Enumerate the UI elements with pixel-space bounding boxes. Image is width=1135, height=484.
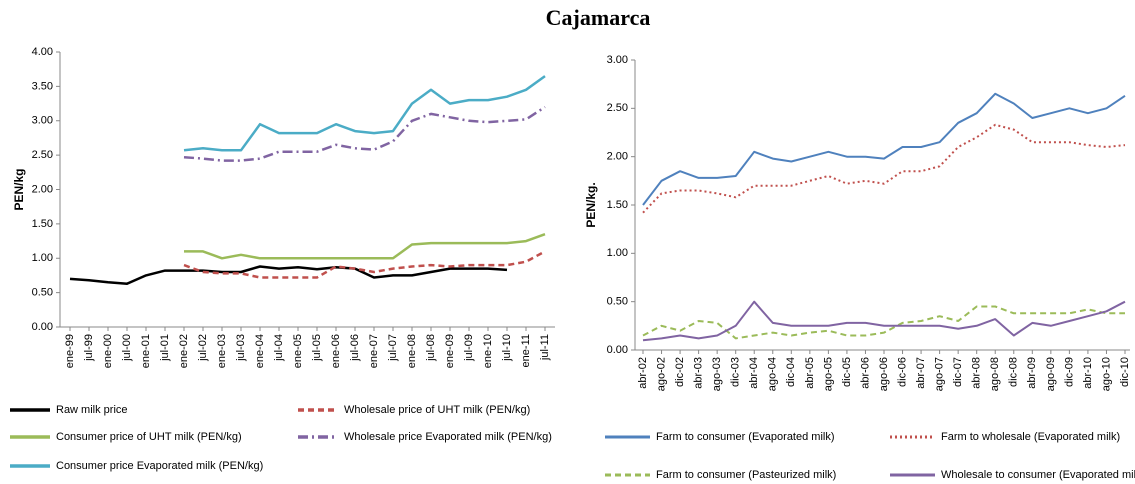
x-tick-label: ago-05 bbox=[822, 357, 834, 391]
x-tick-label: ene-00 bbox=[102, 334, 114, 368]
x-tick-label: jul-08 bbox=[425, 334, 437, 362]
x-tick-label: ago-09 bbox=[1045, 357, 1057, 391]
figure-title: Cajamarca bbox=[546, 5, 651, 30]
x-tick-label: abr-03 bbox=[693, 357, 705, 389]
y-tick-label: 0.50 bbox=[32, 287, 53, 299]
x-tick-label: ene-07 bbox=[368, 334, 380, 368]
x-tick-label: jul-07 bbox=[387, 334, 399, 362]
y-tick-label: 0.00 bbox=[32, 321, 53, 333]
series-line bbox=[184, 233, 546, 260]
x-tick-label: abr-05 bbox=[804, 357, 816, 389]
x-tick-label: ene-99 bbox=[64, 334, 76, 368]
y-tick-label: 1.50 bbox=[32, 218, 53, 230]
x-tick-label: abr-09 bbox=[1026, 357, 1038, 389]
legend-label: Consumer price of UHT milk (PEN/kg) bbox=[56, 431, 242, 443]
x-tick-label: jul-04 bbox=[273, 334, 285, 362]
y-tick-label: 3.00 bbox=[607, 54, 628, 66]
x-tick-label: dic-09 bbox=[1063, 357, 1075, 387]
series-line bbox=[642, 300, 1126, 342]
y-tick-label: 2.00 bbox=[32, 183, 53, 195]
x-tick-label: ene-04 bbox=[254, 334, 266, 368]
x-tick-label: ago-07 bbox=[934, 357, 946, 391]
series-line bbox=[642, 123, 1126, 214]
x-tick-label: ago-10 bbox=[1100, 357, 1112, 391]
legend-label: Farm to consumer (Pasteurized milk) bbox=[656, 469, 836, 481]
x-tick-label: jul-01 bbox=[159, 334, 171, 362]
x-tick-label: abr-08 bbox=[971, 357, 983, 389]
x-tick-label: abr-06 bbox=[859, 357, 871, 389]
legend-label: Consumer price Evaporated milk (PEN/kg) bbox=[56, 460, 263, 472]
x-tick-label: ene-02 bbox=[178, 334, 190, 368]
x-tick-label: jul-99 bbox=[83, 334, 95, 362]
x-tick-label: dic-10 bbox=[1119, 357, 1131, 387]
x-tick-label: jul-09 bbox=[463, 334, 475, 362]
x-tick-label: jul-11 bbox=[539, 334, 551, 361]
x-tick-label: jul-06 bbox=[349, 334, 361, 362]
x-tick-label: dic-03 bbox=[730, 357, 742, 387]
y-tick-label: 3.00 bbox=[32, 115, 53, 127]
legend-label: Wholesale to consumer (Evaporated milk) bbox=[941, 469, 1135, 481]
y-tick-label: 2.50 bbox=[607, 102, 628, 114]
x-tick-label: ago-02 bbox=[655, 357, 667, 391]
y-axis-label: PEN/kg. bbox=[584, 182, 598, 227]
x-tick-label: ene-01 bbox=[140, 334, 152, 368]
x-tick-label: ene-05 bbox=[292, 334, 304, 368]
series-line bbox=[183, 105, 546, 162]
x-tick-label: abr-02 bbox=[637, 357, 649, 389]
x-tick-label: dic-07 bbox=[952, 357, 964, 387]
x-tick-label: ene-03 bbox=[216, 334, 228, 368]
series-line bbox=[642, 92, 1126, 206]
x-tick-label: dic-06 bbox=[896, 357, 908, 387]
x-tick-label: abr-04 bbox=[748, 357, 760, 389]
y-tick-label: 0.00 bbox=[607, 344, 628, 356]
x-tick-label: jul-02 bbox=[197, 334, 209, 362]
y-tick-label: 3.50 bbox=[32, 80, 53, 92]
x-tick-label: jul-10 bbox=[501, 334, 513, 362]
x-tick-label: ago-08 bbox=[989, 357, 1001, 391]
y-tick-label: 4.00 bbox=[32, 46, 53, 58]
y-axis-label: PEN/kg bbox=[12, 168, 26, 210]
x-tick-label: ene-08 bbox=[406, 334, 418, 368]
y-tick-label: 1.50 bbox=[607, 199, 628, 211]
series-line bbox=[183, 75, 546, 152]
x-tick-label: dic-02 bbox=[674, 357, 686, 387]
y-tick-label: 2.00 bbox=[607, 151, 628, 163]
x-tick-label: jul-03 bbox=[235, 334, 247, 362]
y-tick-label: 1.00 bbox=[32, 252, 53, 264]
y-tick-label: 0.50 bbox=[607, 296, 628, 308]
series-line bbox=[69, 265, 508, 285]
series-line bbox=[183, 250, 546, 279]
x-tick-label: ene-06 bbox=[330, 334, 342, 368]
x-tick-label: ene-11 bbox=[520, 334, 532, 367]
x-tick-label: ago-06 bbox=[878, 357, 890, 391]
x-tick-label: abr-07 bbox=[915, 357, 927, 389]
x-tick-label: abr-10 bbox=[1082, 357, 1094, 389]
x-tick-label: ago-04 bbox=[767, 357, 779, 391]
x-tick-label: jul-05 bbox=[311, 334, 323, 362]
x-tick-label: ago-03 bbox=[711, 357, 723, 391]
legend-label: Farm to consumer (Evaporated milk) bbox=[656, 431, 835, 443]
x-tick-label: ene-10 bbox=[482, 334, 494, 368]
x-tick-label: dic-08 bbox=[1008, 357, 1020, 387]
x-tick-label: jul-00 bbox=[121, 334, 133, 362]
x-tick-label: dic-05 bbox=[841, 357, 853, 387]
y-tick-label: 1.00 bbox=[607, 247, 628, 259]
x-tick-label: ene-09 bbox=[444, 334, 456, 368]
y-tick-label: 2.50 bbox=[32, 149, 53, 161]
x-tick-label: dic-04 bbox=[785, 357, 797, 387]
legend-label: Raw milk price bbox=[56, 404, 128, 416]
series-line bbox=[642, 305, 1125, 340]
legend-label: Wholesale price of UHT milk (PEN/kg) bbox=[344, 404, 530, 416]
legend-label: Wholesale price Evaporated milk (PEN/kg) bbox=[344, 431, 552, 443]
legend-label: Farm to wholesale (Evaporated milk) bbox=[941, 431, 1120, 443]
